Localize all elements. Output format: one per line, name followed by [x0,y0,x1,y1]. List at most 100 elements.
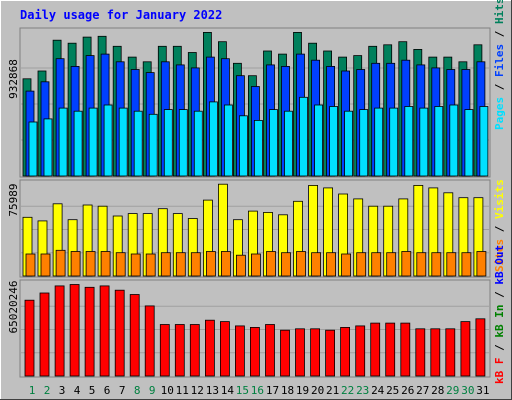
bar-kbf-day-7 [114,289,125,377]
day-label-20: 20 [311,384,324,397]
day-label-7: 7 [119,384,126,397]
bar-sites-day-16 [250,253,261,277]
bar-sites-day-27 [416,252,427,277]
bar-pages-day-4 [73,110,83,177]
bar-kbf-day-15 [234,325,245,377]
day-label-14: 14 [221,384,235,397]
bar-sites-day-5 [85,251,96,277]
bar-kbf-day-21 [325,329,336,377]
bar-kbf-day-3 [54,285,65,377]
bar-kbf-day-12 [189,324,200,377]
legend-kbin: kB In [493,305,506,338]
bar-kbf-day-5 [84,286,95,377]
day-label-28: 28 [431,384,444,397]
bar-pages-day-11 [178,109,188,177]
bar-sites-day-21 [326,252,337,277]
bar-sites-day-18 [281,252,291,277]
chart-title: Daily usage for January 2022 [20,8,222,22]
bar-pages-day-26 [404,106,414,177]
bar-pages-day-27 [419,107,429,177]
bar-kbf-day-17 [265,324,275,377]
bar-kbf-day-10 [159,324,170,377]
bar-kbf-day-6 [99,285,110,377]
day-label-10: 10 [161,384,174,397]
day-label-8: 8 [134,384,141,397]
bar-pages-day-17 [269,109,278,177]
bar-kbf-day-30 [460,321,471,377]
bar-pages-day-22 [344,110,354,177]
bar-kbf-day-22 [340,326,351,377]
bar-kbf-day-23 [355,325,366,377]
bar-kbf-day-11 [174,324,185,377]
legend-sep-2: / [493,30,506,37]
bar-pages-day-23 [359,109,369,177]
bar-kbf-day-27 [415,328,426,377]
bar-pages-day-16 [253,120,263,177]
panel-mid [19,179,491,278]
bar-pages-day-14 [223,104,233,177]
legend-kbf: kB F [493,358,506,385]
bar-sites-day-13 [205,251,216,277]
legend-sep-5: / [493,291,506,298]
bar-kbf-day-14 [219,321,230,377]
bar-sites-day-26 [401,251,412,277]
bar-sites-day-25 [386,252,397,277]
bar-sites-day-17 [266,251,276,277]
bar-pages-day-21 [329,106,339,177]
day-label-3: 3 [59,384,66,397]
panel-bot-bars [24,284,486,377]
day-label-21: 21 [326,384,339,397]
bar-sites-day-11 [175,252,186,277]
day-label-26: 26 [401,384,414,397]
bot-legend: kB F / kB In / kB Out [493,245,506,384]
bar-kbf-day-25 [385,322,396,377]
day-label-25: 25 [386,384,399,397]
bar-kbf-day-1 [24,299,35,377]
bar-sites-day-28 [431,252,442,277]
panel-bot [19,279,491,378]
day-label-30: 30 [461,384,474,397]
day-label-1: 1 [29,384,36,397]
bar-sites-day-31 [476,251,487,277]
bar-pages-day-1 [28,121,38,177]
bar-pages-day-15 [238,115,248,177]
bar-sites-day-14 [220,251,231,277]
panel-mid-bars [22,183,487,277]
day-label-15: 15 [236,384,249,397]
svg-text:Sites / Visits: Sites / Visits [493,179,506,272]
bar-sites-day-8 [130,253,141,277]
bar-kbf-day-9 [144,305,155,377]
bar-kbf-day-4 [69,284,80,377]
bar-kbf-day-29 [445,328,456,377]
bar-sites-day-6 [100,251,111,277]
day-label-6: 6 [104,384,111,397]
day-label-13: 13 [206,384,219,397]
day-label-9: 9 [149,384,156,397]
bar-sites-day-23 [356,252,367,277]
bar-sites-day-19 [296,251,306,277]
legend-sep-1: / [493,83,506,90]
bar-pages-day-30 [464,109,474,177]
day-label-16: 16 [251,384,264,397]
bar-sites-day-30 [461,252,472,277]
bar-sites-day-1 [25,253,36,277]
day-label-31: 31 [476,384,489,397]
day-label-19: 19 [296,384,309,397]
bar-kbf-day-16 [249,326,260,377]
bar-sites-day-22 [341,253,352,277]
day-label-23: 23 [356,384,369,397]
bar-sites-day-4 [70,251,81,277]
bar-kbf-day-24 [370,322,381,377]
svg-text:Pages / Files: Pages / Files / Hits [493,0,506,130]
panel-top [19,27,491,178]
bar-kbf-day-31 [475,318,486,377]
x-axis-day-labels: 1 2 3 4 5 6 7 8 9 10 11 12 13 14 15 16 17 18 19 20 21 22 23 24 2… [29,384,490,397]
bar-kbf-day-20 [310,328,321,377]
bar-sites-day-29 [446,252,457,277]
bar-pages-day-3 [58,107,68,177]
legend-hits: Hits [493,0,506,24]
day-label-29: 29 [446,384,459,397]
bar-pages-day-7 [118,107,128,177]
legend-visits: Visits [493,179,506,219]
bar-pages-day-8 [133,110,143,177]
